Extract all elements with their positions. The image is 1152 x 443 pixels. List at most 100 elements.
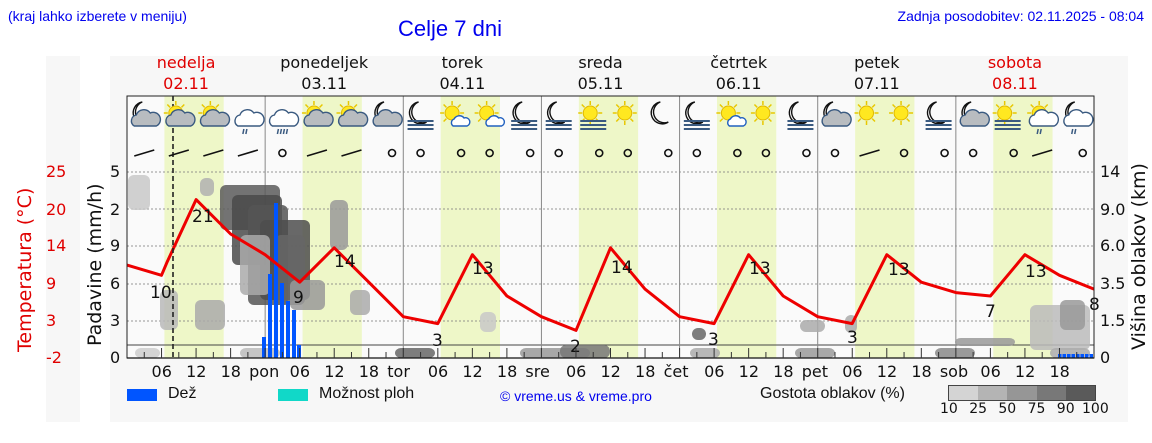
temperature-annotation: 3	[708, 330, 719, 350]
wind-calm-icon	[1009, 148, 1018, 158]
x-tick-label: 06	[704, 362, 725, 381]
copyright-link[interactable]: © vreme.us & vreme.pro	[500, 388, 652, 404]
day-header-sreda: sreda 05.11	[531, 52, 671, 94]
temperature-annotation: 14	[611, 258, 633, 278]
x-tick-label: 06	[427, 362, 449, 381]
wind-barb-icon	[134, 149, 155, 157]
axis-tick-label: 2	[110, 200, 121, 219]
day-name: četrtek	[710, 53, 768, 72]
x-tick-label: pet	[801, 362, 828, 381]
temperature-annotation: 3	[432, 331, 443, 351]
axis-tick-label: 6	[110, 274, 121, 293]
showers-legend-swatch	[278, 389, 308, 401]
x-tick-label: 06	[151, 362, 172, 381]
temperature-annotation: 13	[1025, 262, 1047, 282]
day-header-petek: petek 07.11	[807, 52, 947, 94]
rain-bar	[274, 203, 278, 358]
rain-bar	[262, 337, 266, 358]
day-name: ponedeljek	[280, 53, 369, 72]
sun-cloud-icon	[301, 101, 334, 127]
temperature-annotation: 7	[985, 302, 996, 322]
temperature-annotation: 9	[293, 288, 304, 308]
rain-bar	[1089, 354, 1093, 358]
moon-fog-icon	[511, 101, 538, 130]
day-header-sobota: sobota 08.11	[945, 52, 1085, 94]
moon-cloud-icon	[372, 101, 403, 127]
day-date: 03.11	[301, 74, 348, 93]
x-tick-label: 06	[842, 362, 863, 381]
cloud-density-patch	[350, 290, 370, 315]
rain-bar	[1071, 354, 1075, 358]
x-tick-label: 18	[1049, 362, 1070, 381]
wind-calm-icon	[594, 148, 604, 158]
sun-icon	[750, 101, 775, 125]
temperature-annotation: 10	[150, 283, 172, 303]
x-tick-label: 18	[911, 362, 932, 381]
day-date: 02.11	[163, 74, 209, 93]
x-tick-label: čet	[663, 362, 689, 381]
temperature-annotation: 14	[334, 252, 356, 272]
sun-icon	[854, 101, 879, 125]
moon-icon	[650, 101, 669, 125]
rain-bar	[286, 301, 290, 358]
rain-bar	[1076, 354, 1080, 358]
x-tick-label: sre	[525, 362, 550, 381]
rain-bar	[268, 274, 272, 358]
day-header-torek: torek 04.11	[392, 52, 532, 94]
chart-title: Celje 7 dni	[398, 16, 502, 41]
cloud-density-patch	[935, 348, 975, 358]
cloud-scale-label: 25	[969, 401, 988, 417]
cloud-scale-step	[949, 386, 979, 400]
wind-barb-icon	[1031, 149, 1053, 157]
wind-calm-icon	[802, 148, 811, 158]
cloud-scale-step	[1036, 386, 1066, 400]
wind-calm-icon	[278, 148, 287, 158]
x-tick-label: pon	[249, 362, 280, 381]
cloud-density-patch	[290, 280, 325, 310]
daylight-band	[855, 96, 915, 358]
x-tick-label: 12	[462, 362, 483, 381]
wind-calm-icon	[525, 148, 535, 158]
sun-rain-cloud-icon	[1027, 101, 1060, 135]
rain-bar	[1062, 354, 1066, 358]
moon-fog-icon	[925, 101, 952, 130]
cloud-density-patch	[1060, 300, 1085, 330]
showers-legend-label: Možnost ploh	[319, 385, 415, 402]
wind-barb-icon	[341, 149, 362, 157]
wind-barb-icon	[859, 149, 880, 157]
wind-calm-icon	[623, 148, 633, 158]
wind-barb-icon	[237, 149, 259, 157]
axis-tick-label: 3.5	[1100, 274, 1126, 293]
day-name: petek	[854, 53, 900, 72]
x-tick-label: 12	[876, 362, 898, 381]
wind-calm-icon	[456, 148, 466, 158]
cloud-height-axis-label: Višina oblakov (km)	[1128, 163, 1150, 350]
x-tick-label: 18	[773, 362, 794, 381]
cloud-density-patch	[690, 348, 720, 358]
wind-barb-icon	[203, 149, 224, 157]
cloud-density-patch	[560, 345, 610, 358]
cloud-density-scale	[948, 385, 1096, 401]
x-tick-label: 06	[289, 362, 311, 381]
sun-small-cloud-icon	[716, 101, 747, 127]
axis-tick-label: 6.0	[1100, 236, 1126, 255]
wind-calm-icon	[485, 148, 494, 158]
x-tick-label: tor	[387, 362, 410, 381]
day-name: torek	[441, 53, 484, 72]
wind-barb-icon	[306, 149, 328, 157]
cloud-density-patch	[395, 348, 435, 358]
temperature-annotation: 13	[749, 259, 771, 279]
moon-cloud-icon	[130, 101, 162, 127]
moon-rain-cloud-icon	[1063, 101, 1094, 135]
cloud-scale-label: 90	[1056, 401, 1075, 417]
moon-fog-icon	[545, 101, 572, 130]
moon-fog-icon	[683, 101, 710, 130]
wind-calm-icon	[940, 148, 949, 158]
cloud-scale-label: 10	[940, 401, 958, 417]
day-date: 08.11	[992, 74, 1038, 93]
wind-calm-icon	[1078, 148, 1088, 158]
axis-tick-label: 14	[46, 236, 67, 255]
day-date: 07.11	[853, 74, 900, 93]
rain-bar	[280, 283, 284, 358]
last-updated: Zadnja posodobitev: 02.11.2025 - 08:04	[897, 8, 1144, 24]
